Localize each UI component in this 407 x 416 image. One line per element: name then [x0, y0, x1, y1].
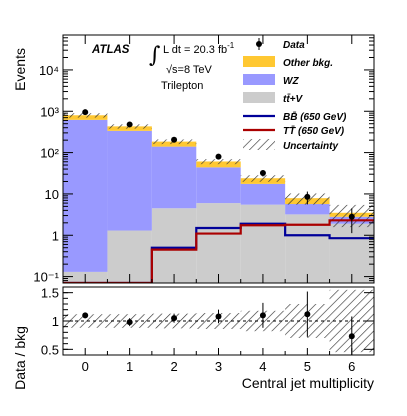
lumi-exponent: -1 — [227, 41, 235, 50]
stack-bar-1-2 — [151, 146, 197, 209]
data-point-6 — [348, 213, 355, 220]
lumi-text: L dt = 20.3 fb — [163, 44, 227, 56]
stack-bar-1-5 — [285, 204, 330, 215]
channel-label: Trilepton — [161, 80, 203, 92]
stack-bar-1-4 — [240, 183, 286, 205]
legend-marker-data-dot — [256, 41, 262, 47]
x-tick-label-1: 1 — [126, 359, 133, 374]
x-tick-label-4: 4 — [259, 359, 266, 374]
y-tick-label-main-2: 10 — [45, 187, 59, 202]
stack-bar-1-1 — [107, 130, 152, 231]
lumi-label: L dt = 20.3 fb-1 — [163, 41, 235, 56]
y-axis-label-main: Events — [12, 48, 28, 91]
stack-bar-2-2 — [151, 141, 197, 147]
stack-bar-1-3 — [196, 167, 241, 204]
y-tick-label-ratio-0: 0.5 — [41, 342, 59, 357]
integral-sign: ∫ — [149, 43, 161, 68]
stack-bar-1-0 — [63, 119, 108, 272]
y-axis-label-ratio: Data / bkg — [12, 326, 28, 390]
uncertainty-band-4 — [240, 175, 286, 182]
legend-label-3: tt̄+V — [283, 93, 304, 105]
legend: Data Other bkg. WZ tt̄+V BB̄ (650 GeV) TT̄ (6… — [243, 38, 347, 152]
data-point-0 — [82, 109, 89, 116]
y-tick-label-main-5: 10⁴ — [39, 63, 59, 78]
ratio-point-2 — [171, 315, 178, 322]
stack-bar-0-2 — [151, 208, 197, 283]
data-point-2 — [171, 136, 178, 143]
legend-swatch-1 — [243, 56, 275, 67]
stack-bar-0-5 — [285, 214, 330, 283]
x-tick-label-0: 0 — [82, 359, 89, 374]
stack-bar-2-3 — [196, 161, 241, 168]
legend-swatch-3 — [243, 92, 275, 103]
y-tick-label-ratio-2: 1.5 — [41, 286, 59, 301]
x-tick-label-5: 5 — [304, 359, 311, 374]
legend-label-1: Other bkg. — [283, 58, 333, 69]
data-point-5 — [304, 193, 311, 200]
y-tick-label-main-4: 10³ — [40, 104, 59, 119]
ratio-point-0 — [82, 312, 89, 319]
uncertainty-band-0 — [63, 113, 108, 118]
y-tick-label-main-0: 10⁻¹ — [33, 270, 59, 285]
x-axis-label: Central jet multiplicity — [242, 375, 374, 391]
ratio-point-4 — [259, 312, 266, 319]
legend-label-4: BB̄ (650 GeV) — [283, 111, 347, 123]
ratio-uncertainty-0 — [63, 314, 108, 328]
y-tick-label-main-1: 1 — [52, 228, 59, 243]
x-tick-label-2: 2 — [170, 359, 177, 374]
legend-hatch — [243, 139, 275, 150]
x-tick-label-6: 6 — [348, 359, 355, 374]
stack-bar-0-6 — [329, 223, 374, 283]
legend-label-0: Data — [283, 40, 305, 51]
ratio-point-3 — [215, 313, 222, 320]
experiment-label: ATLAS — [91, 44, 130, 56]
signal-line-1 — [63, 219, 374, 283]
data-point-3 — [215, 153, 222, 160]
uncertainty-band-3 — [196, 159, 241, 165]
y-tick-label-ratio-1: 1 — [52, 314, 59, 329]
ratio-point-5 — [304, 311, 311, 318]
stack-bar-0-3 — [196, 203, 241, 283]
x-tick-label-3: 3 — [215, 359, 222, 374]
stack-bar-0-4 — [240, 204, 286, 283]
legend-label-6: Uncertainty — [283, 141, 338, 152]
y-tick-label-main-3: 10² — [40, 146, 59, 161]
legend-label-5: TT̄ (650 GeV) — [283, 125, 345, 137]
data-point-4 — [259, 170, 266, 177]
legend-swatch-2 — [243, 74, 275, 85]
energy-label: √s=8 TeV — [166, 64, 213, 76]
legend-label-2: WZ — [283, 76, 299, 87]
data-point-1 — [126, 121, 133, 128]
ratio-point-1 — [126, 319, 133, 326]
ratio-point-6 — [348, 333, 355, 340]
